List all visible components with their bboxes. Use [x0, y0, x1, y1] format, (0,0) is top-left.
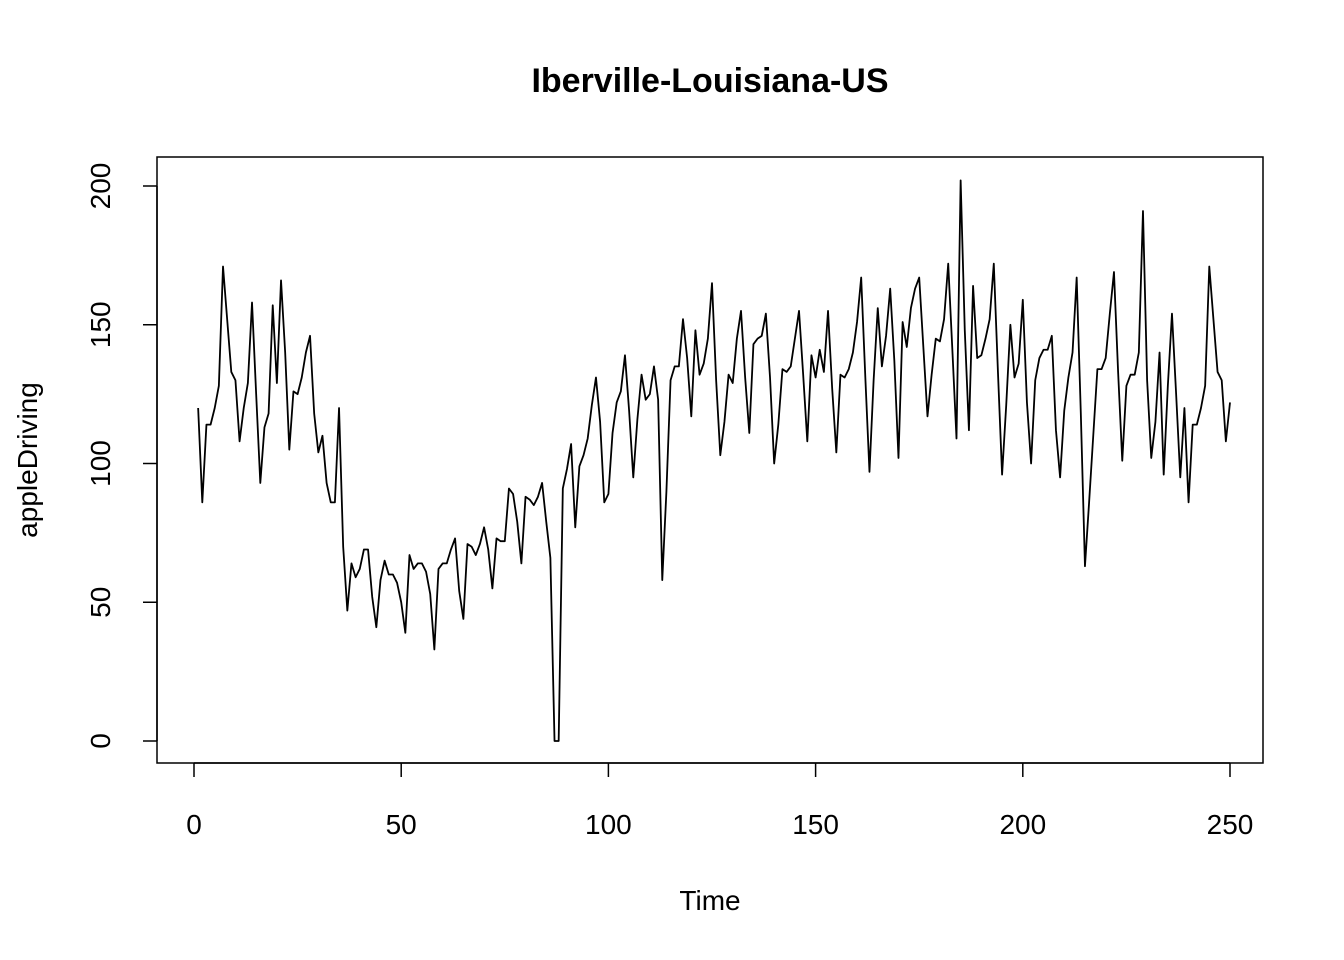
chart-title: Iberville-Louisiana-US [531, 62, 888, 100]
x-tick-label: 250 [1207, 809, 1254, 840]
y-tick-label: 200 [85, 163, 116, 210]
plot-box [156, 156, 1264, 764]
x-tick-label: 200 [999, 809, 1046, 840]
y-tick-label: 150 [85, 301, 116, 348]
x-tick-label: 0 [186, 809, 202, 840]
series-line [197, 179, 1231, 742]
x-axis-label: Time [679, 885, 740, 916]
y-axis-label: appleDriving [12, 382, 43, 538]
x-tick-label: 150 [792, 809, 839, 840]
x-tick-label: 100 [585, 809, 632, 840]
y-tick-label: 100 [85, 440, 116, 487]
y-tick-label: 50 [85, 587, 116, 618]
x-tick-label: 50 [386, 809, 417, 840]
y-axis: 0 50 100 150 200 [85, 163, 158, 749]
y-tick-label: 0 [85, 733, 116, 749]
x-axis: 0 50 100 150 200 250 [186, 762, 1254, 840]
